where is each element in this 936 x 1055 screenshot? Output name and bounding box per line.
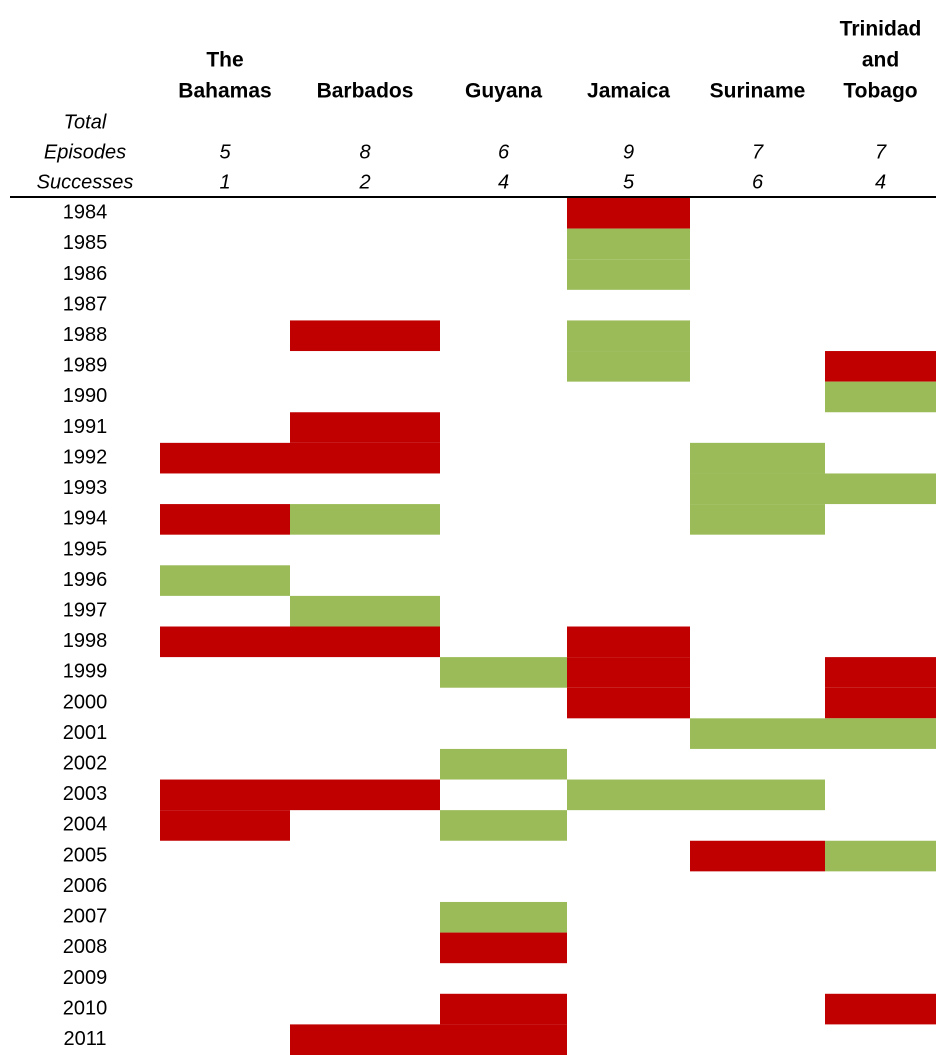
episode-cell (690, 473, 825, 505)
year-label: 1988 (63, 324, 108, 346)
year-label: 1991 (63, 416, 108, 438)
successes-value: 4 (498, 171, 509, 193)
episode-cell (290, 412, 440, 443)
episode-cell (690, 840, 825, 872)
episode-cell (290, 626, 440, 658)
episode-cell (825, 473, 936, 505)
episode-cell (440, 993, 567, 1025)
episode-cell (567, 779, 690, 811)
episode-cell (567, 228, 690, 260)
episode-cell (440, 932, 567, 964)
year-label: 1994 (63, 508, 108, 530)
year-label: 2009 (63, 967, 108, 989)
episode-cell (290, 504, 440, 535)
episode-cell (290, 1024, 440, 1055)
episode-cell (160, 810, 290, 841)
year-label: 1995 (63, 538, 108, 560)
episodes-value: 5 (219, 141, 231, 163)
episodes-value: 6 (498, 141, 510, 163)
year-label: 1990 (63, 385, 108, 407)
episode-cell (825, 840, 936, 872)
year-label: 1993 (63, 477, 108, 499)
episode-cell (440, 810, 567, 841)
episodes-value: 8 (359, 141, 370, 163)
episode-cell (567, 687, 690, 719)
episode-cell (690, 779, 825, 811)
episode-cell (160, 626, 290, 658)
year-label: 2010 (63, 997, 108, 1019)
year-label: 1998 (63, 630, 108, 652)
year-label: 2000 (63, 691, 108, 713)
year-label: 1992 (63, 446, 108, 468)
year-label: 1987 (63, 293, 108, 315)
episode-cell (825, 351, 936, 382)
episodes-value: 7 (875, 141, 887, 163)
episode-cell (567, 320, 690, 352)
episodes-value: 9 (623, 141, 634, 163)
year-label: 1999 (63, 661, 108, 683)
episode-cell (160, 779, 290, 811)
episode-cell (690, 504, 825, 535)
episode-cell (690, 718, 825, 749)
episode-cell (160, 442, 290, 474)
successes-value: 1 (219, 171, 230, 193)
episode-cell (690, 442, 825, 474)
episode-cell (440, 657, 567, 688)
column-header: Guyana (465, 80, 542, 103)
episode-cell (290, 595, 440, 627)
episode-cell (567, 259, 690, 290)
episode-cell (825, 687, 936, 719)
column-header: Bahamas (178, 80, 271, 103)
year-label: 2006 (63, 875, 108, 897)
successes-value: 5 (623, 171, 635, 193)
year-label: 2008 (63, 936, 108, 958)
episode-cell (290, 442, 440, 474)
episode-cell (567, 626, 690, 658)
year-label: 1996 (63, 569, 108, 591)
column-header: Jamaica (587, 80, 670, 103)
episode-cell (440, 901, 567, 933)
column-header: The (206, 49, 243, 72)
year-label: 2001 (63, 722, 108, 744)
year-label: 2002 (63, 753, 108, 775)
episode-cell (440, 748, 567, 780)
column-header: Trinidad (840, 18, 922, 41)
column-header: Barbados (317, 80, 414, 103)
row-header: Total (64, 111, 107, 133)
episode-cell (160, 565, 290, 596)
episode-cell (160, 504, 290, 535)
row-header: Episodes (44, 141, 126, 163)
episode-cell (290, 779, 440, 811)
episode-cell (825, 993, 936, 1025)
year-label: 1985 (63, 232, 108, 254)
successes-value: 2 (358, 171, 370, 193)
column-header: Suriname (710, 80, 806, 103)
row-header: Successes (37, 171, 134, 193)
column-header: Tobago (843, 80, 917, 103)
successes-value: 4 (875, 171, 886, 193)
episode-cell (825, 718, 936, 749)
year-label: 2007 (63, 906, 108, 928)
episode-cell (440, 1024, 567, 1055)
year-label: 2004 (63, 814, 108, 836)
episode-cell (290, 320, 440, 352)
successes-value: 6 (752, 171, 764, 193)
episode-cell (825, 381, 936, 413)
episode-cell (567, 657, 690, 688)
year-label: 2005 (63, 844, 108, 866)
year-label: 2011 (63, 1028, 106, 1050)
year-label: 1997 (63, 599, 108, 621)
year-label: 2003 (63, 783, 108, 805)
year-label: 1989 (63, 355, 108, 377)
episode-cell (825, 657, 936, 688)
year-label: 1986 (63, 263, 108, 285)
column-header: and (862, 49, 899, 72)
episode-cell (567, 198, 690, 229)
episodes-value: 7 (752, 141, 764, 163)
episode-cell (567, 351, 690, 382)
year-label: 1984 (63, 202, 108, 224)
